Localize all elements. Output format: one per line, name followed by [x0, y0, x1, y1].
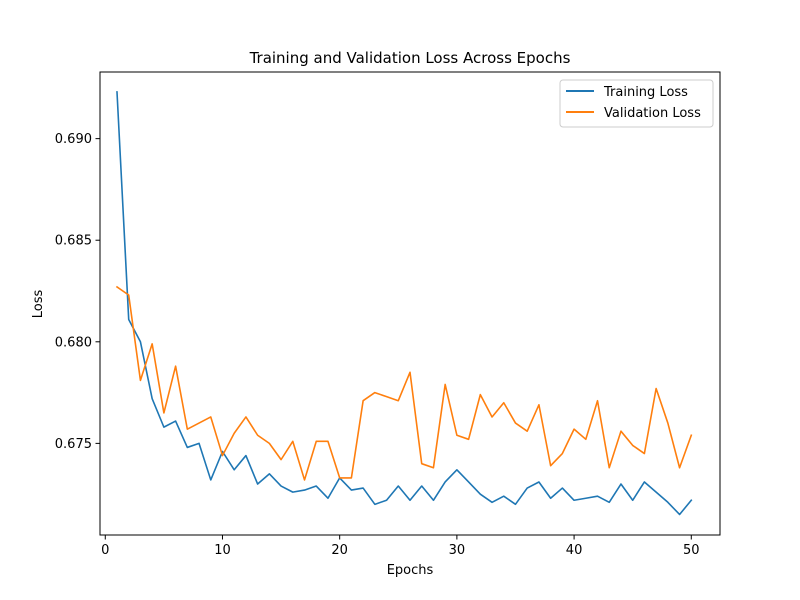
x-tick-label: 10 — [214, 543, 231, 558]
y-tick-label: 0.680 — [55, 335, 92, 350]
x-tick-label: 40 — [566, 543, 583, 558]
x-tick-label: 50 — [683, 543, 700, 558]
y-axis-label: Loss — [31, 290, 46, 319]
x-tick-label: 0 — [101, 543, 109, 558]
plot-lines — [115, 91, 693, 516]
y-tick-label: 0.675 — [55, 437, 92, 452]
series-line-training — [116, 91, 693, 516]
plot-frame — [99, 71, 721, 536]
x-axis-label: Epochs — [387, 563, 434, 578]
legend-box — [559, 79, 714, 128]
x-tick-label: 30 — [449, 543, 466, 558]
legend-label-training: Training Loss — [603, 85, 688, 100]
x-tick-label: 20 — [331, 543, 348, 558]
chart-title: Training and Validation Loss Across Epoc… — [249, 49, 571, 67]
legend: Training Loss Validation Loss — [559, 79, 714, 128]
series-line-validation — [115, 285, 693, 481]
x-axis-ticks: 0 10 20 30 40 50 — [101, 535, 700, 558]
y-tick-label: 0.685 — [55, 234, 92, 249]
legend-label-validation: Validation Loss — [604, 106, 701, 121]
y-axis-ticks: 0.675 0.680 0.685 0.690 — [55, 132, 100, 452]
y-tick-label: 0.690 — [55, 132, 92, 147]
